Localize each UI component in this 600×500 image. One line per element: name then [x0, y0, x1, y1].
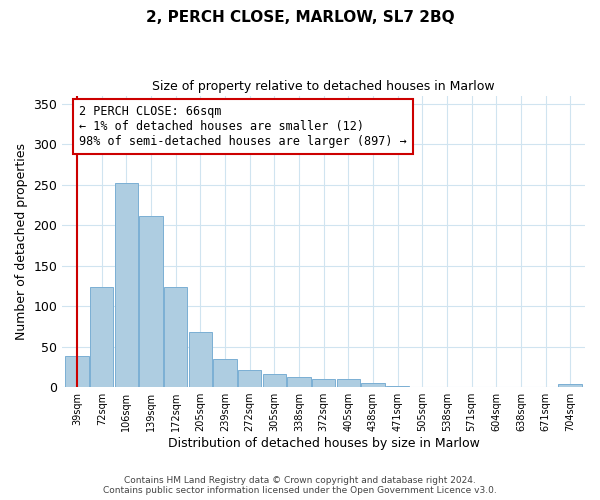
Bar — [164, 286, 187, 387]
Bar — [263, 374, 286, 387]
Bar — [238, 370, 262, 387]
Bar — [188, 332, 212, 387]
Y-axis label: Number of detached properties: Number of detached properties — [15, 143, 28, 340]
Bar — [386, 386, 409, 387]
Bar — [90, 286, 113, 387]
Title: Size of property relative to detached houses in Marlow: Size of property relative to detached ho… — [152, 80, 495, 93]
Bar — [115, 183, 138, 387]
X-axis label: Distribution of detached houses by size in Marlow: Distribution of detached houses by size … — [168, 437, 479, 450]
Text: Contains HM Land Registry data © Crown copyright and database right 2024.
Contai: Contains HM Land Registry data © Crown c… — [103, 476, 497, 495]
Bar — [559, 384, 582, 387]
Bar — [361, 383, 385, 387]
Text: 2 PERCH CLOSE: 66sqm
← 1% of detached houses are smaller (12)
98% of semi-detach: 2 PERCH CLOSE: 66sqm ← 1% of detached ho… — [79, 106, 407, 148]
Bar — [337, 379, 360, 387]
Bar — [312, 379, 335, 387]
Text: 2, PERCH CLOSE, MARLOW, SL7 2BQ: 2, PERCH CLOSE, MARLOW, SL7 2BQ — [146, 10, 454, 25]
Bar — [139, 216, 163, 387]
Bar — [214, 358, 237, 387]
Bar — [65, 356, 89, 387]
Bar — [287, 376, 311, 387]
